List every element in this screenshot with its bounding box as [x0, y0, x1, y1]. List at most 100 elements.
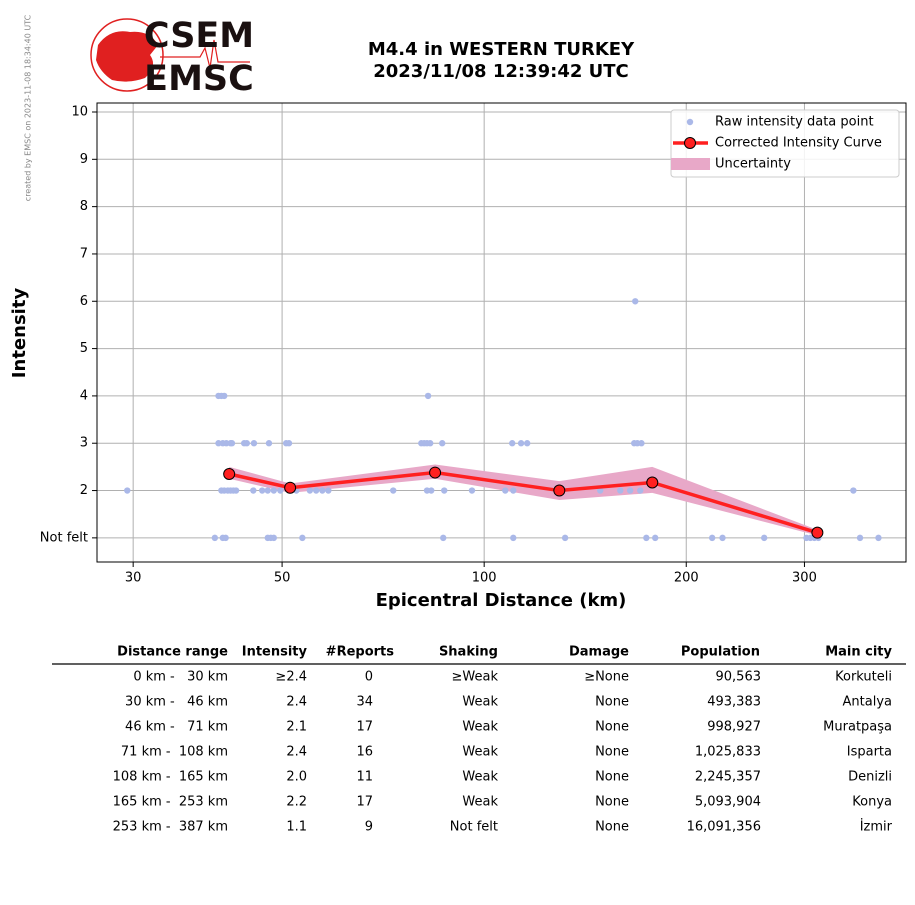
legend-label: Corrected Intensity Curve	[715, 136, 882, 151]
y-tick-label: 5	[80, 341, 88, 356]
legend-marker	[671, 158, 710, 170]
curve-point	[223, 467, 236, 480]
raw-point	[319, 487, 326, 494]
raw-point	[850, 487, 857, 494]
table-cell: 1,025,833	[695, 745, 761, 760]
credit: created by EMSC on 2023-11-08 18:34:40 U…	[24, 14, 33, 201]
table-cell: 17	[356, 720, 373, 735]
curve-point	[553, 484, 566, 497]
table-cell: 998,927	[707, 720, 761, 735]
curve-point	[811, 526, 824, 539]
y-tick-label: 7	[80, 246, 88, 261]
raw-point	[517, 440, 525, 447]
logo-top: CSEM	[144, 16, 254, 56]
table-cell: Weak	[462, 720, 498, 735]
table-cell: 0	[365, 670, 373, 685]
raw-point	[270, 487, 278, 494]
table-cell: 1.1	[286, 820, 307, 835]
raw-point	[632, 298, 639, 305]
raw-point	[264, 487, 271, 494]
raw-point	[510, 534, 517, 542]
intensity-curve	[228, 470, 818, 535]
table-cell: 2.0	[286, 770, 307, 785]
raw-point	[510, 487, 517, 494]
x-tick-label: 30	[125, 571, 142, 586]
table-cell: None	[595, 820, 629, 835]
raw-point	[424, 392, 432, 400]
raw-point	[441, 487, 448, 494]
x-tick-label: 50	[274, 571, 291, 586]
raw-point	[502, 487, 509, 494]
table-cell: 2.2	[286, 795, 307, 810]
raw-point	[270, 534, 278, 542]
table-cell: 0 km - 30 km	[133, 670, 228, 685]
table-header: Shaking	[439, 645, 498, 660]
raw-point	[760, 534, 768, 542]
table-cell: 71 km - 108 km	[121, 745, 228, 760]
raw-point	[509, 440, 516, 447]
table-cell: 165 km - 253 km	[113, 795, 228, 810]
table-cell: 11	[356, 770, 373, 785]
legend-marker	[684, 137, 696, 149]
raw-point	[228, 440, 236, 447]
table-header: Main city	[825, 645, 892, 660]
table-header: Population	[681, 645, 760, 660]
table-cell: 2.4	[286, 695, 307, 710]
chart-title: M4.4 in WESTERN TURKEY	[368, 39, 635, 60]
raw-point	[390, 487, 397, 494]
table-cell: Korkuteli	[835, 670, 892, 685]
table-cell: 16	[356, 745, 373, 760]
raw-point	[439, 440, 446, 447]
table-cell: Antalya	[843, 695, 892, 710]
raw-point	[306, 487, 314, 494]
legend-label: Raw intensity data point	[715, 115, 874, 130]
raw-point	[428, 487, 435, 494]
table-cell: 17	[356, 795, 373, 810]
logo-wave	[160, 39, 250, 69]
raw-point	[561, 534, 569, 542]
raw-point	[597, 487, 604, 494]
raw-point	[652, 534, 659, 542]
uncertainty-band	[229, 464, 818, 536]
table-cell: ≥Weak	[452, 670, 499, 685]
x-axis-label: Epicentral Distance (km)	[376, 590, 627, 611]
table-cell: 5,093,904	[695, 795, 761, 810]
raw-point	[285, 440, 293, 447]
raw-point	[124, 487, 131, 494]
table-cell: 493,383	[707, 695, 761, 710]
y-tick-label: Not felt	[40, 530, 88, 545]
y-tick-label: 6	[80, 294, 88, 309]
raw-point	[243, 440, 251, 447]
table-cell: Isparta	[847, 745, 892, 760]
raw-point	[856, 534, 864, 542]
y-tick-label: 8	[80, 199, 88, 214]
table-cell: İzmir	[860, 819, 893, 835]
table-cell: 2.4	[286, 745, 307, 760]
table-cell: 16,091,356	[687, 820, 761, 835]
raw-point	[617, 487, 624, 494]
table-cell: 108 km - 165 km	[113, 770, 228, 785]
table-cell: 46 km - 71 km	[125, 720, 228, 735]
table-cell: None	[595, 795, 629, 810]
raw-point	[250, 440, 258, 447]
table-cell: 30 km - 46 km	[125, 695, 228, 710]
table-cell: Weak	[462, 795, 498, 810]
table-cell: ≥None	[584, 670, 629, 685]
chart-subtitle: 2023/11/08 12:39:42 UTC	[373, 61, 629, 82]
y-tick-label: 4	[80, 388, 88, 403]
logo-bottom: EMSC	[144, 59, 254, 99]
raw-point	[638, 440, 645, 447]
raw-point	[468, 487, 476, 494]
table-cell: None	[595, 770, 629, 785]
raw-point	[211, 534, 219, 542]
plot-frame	[96, 102, 907, 563]
table-cell: 2.1	[286, 720, 307, 735]
table-cell: Not felt	[450, 820, 498, 835]
table-header: #Reports	[326, 645, 395, 660]
logo-land	[96, 31, 158, 82]
raw-point	[325, 487, 332, 494]
raw-point	[250, 487, 257, 494]
table-cell: None	[595, 695, 629, 710]
raw-point	[875, 534, 882, 542]
table-cell: 9	[365, 820, 373, 835]
